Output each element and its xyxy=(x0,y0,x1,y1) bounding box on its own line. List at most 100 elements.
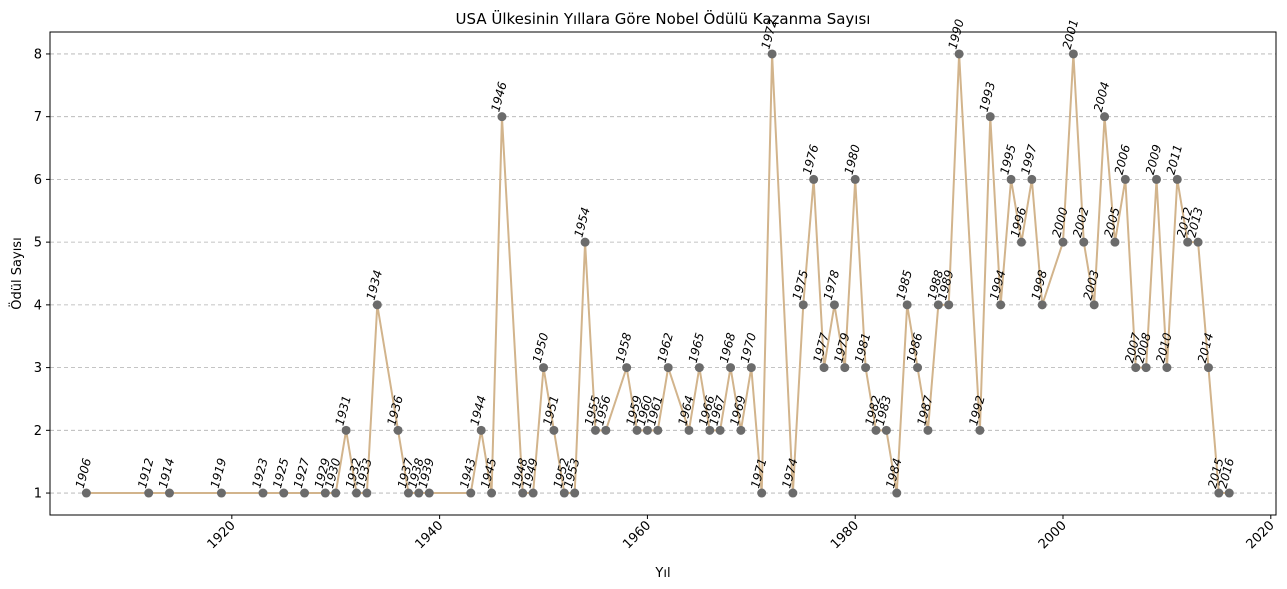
data-point-1925 xyxy=(279,488,289,498)
y-tick-label-8: 8 xyxy=(34,47,42,62)
data-point-1993 xyxy=(985,112,995,122)
data-point-1990 xyxy=(954,49,964,59)
data-point-1995 xyxy=(1006,174,1016,184)
data-point-1962 xyxy=(663,363,673,373)
y-tick-label-7: 7 xyxy=(34,110,42,125)
data-point-1912 xyxy=(144,488,154,498)
y-tick-label-5: 5 xyxy=(34,236,42,251)
data-point-2016 xyxy=(1224,488,1234,498)
data-point-1998 xyxy=(1037,300,1047,310)
data-point-1968 xyxy=(726,363,736,373)
y-tick-label-2: 2 xyxy=(34,424,42,439)
data-point-2009 xyxy=(1152,174,1162,184)
data-point-1944 xyxy=(476,425,486,435)
data-point-1946 xyxy=(497,112,507,122)
data-point-1983 xyxy=(881,425,891,435)
data-point-1961 xyxy=(653,425,663,435)
data-point-1982 xyxy=(871,425,881,435)
data-point-1975 xyxy=(798,300,808,310)
data-point-1959 xyxy=(632,425,642,435)
data-point-2006 xyxy=(1120,174,1130,184)
data-point-1997 xyxy=(1027,174,1037,184)
data-point-1949 xyxy=(528,488,538,498)
data-point-1978 xyxy=(829,300,839,310)
data-point-1980 xyxy=(850,174,860,184)
data-point-1951 xyxy=(549,425,559,435)
data-point-1967 xyxy=(715,425,725,435)
data-point-1972 xyxy=(767,49,777,59)
data-point-2001 xyxy=(1068,49,1078,59)
x-axis-label: Yıl xyxy=(654,566,670,581)
data-point-1977 xyxy=(819,363,829,373)
data-point-1966 xyxy=(705,425,715,435)
data-point-1930 xyxy=(331,488,341,498)
y-axis-label: Ödül Sayısı xyxy=(8,237,25,309)
data-point-2004 xyxy=(1100,112,1110,122)
data-point-1981 xyxy=(861,363,871,373)
data-point-1986 xyxy=(913,363,923,373)
data-point-1923 xyxy=(258,488,268,498)
data-point-2008 xyxy=(1141,363,1151,373)
data-point-1960 xyxy=(642,425,652,435)
data-point-2015 xyxy=(1214,488,1224,498)
data-point-1958 xyxy=(622,363,632,373)
plot-frame xyxy=(49,31,1277,516)
data-point-1988 xyxy=(933,300,943,310)
data-point-1976 xyxy=(809,174,819,184)
data-point-1906 xyxy=(81,488,91,498)
data-point-1932 xyxy=(352,488,361,498)
y-tick-label-1: 1 xyxy=(34,487,42,502)
data-point-2000 xyxy=(1058,237,1068,247)
data-point-1969 xyxy=(736,425,746,435)
y-tick-label-6: 6 xyxy=(34,173,42,188)
data-point-1945 xyxy=(487,488,497,498)
data-point-2012 xyxy=(1183,237,1193,247)
data-point-1965 xyxy=(694,363,704,373)
data-point-2007 xyxy=(1131,363,1141,373)
data-point-1931 xyxy=(341,425,351,435)
data-point-1938 xyxy=(414,488,424,498)
data-point-1984 xyxy=(892,488,902,498)
data-point-1952 xyxy=(559,488,569,498)
data-point-1914 xyxy=(164,488,174,498)
data-point-1996 xyxy=(1016,237,1026,247)
data-point-1937 xyxy=(403,488,413,498)
data-point-1956 xyxy=(601,425,611,435)
chart-title: USA Ülkesinin Yıllara Göre Nobel Ödülü K… xyxy=(456,9,871,28)
data-point-1971 xyxy=(757,488,767,498)
data-point-1939 xyxy=(424,488,434,498)
data-point-1948 xyxy=(518,488,528,498)
data-point-1934 xyxy=(372,300,382,310)
data-point-1927 xyxy=(300,488,310,498)
data-point-1936 xyxy=(393,425,403,435)
data-point-1953 xyxy=(570,488,580,498)
data-point-1974 xyxy=(788,488,798,498)
data-point-1929 xyxy=(320,488,330,498)
data-point-1964 xyxy=(684,425,694,435)
data-point-1954 xyxy=(580,237,590,247)
data-point-1943 xyxy=(466,488,476,498)
data-point-2003 xyxy=(1089,300,1099,310)
y-tick-label-3: 3 xyxy=(34,361,42,376)
data-point-1933 xyxy=(362,488,372,498)
y-tick-label-4: 4 xyxy=(34,298,42,313)
data-point-1919 xyxy=(216,488,226,498)
data-point-2014 xyxy=(1203,363,1213,373)
data-point-1989 xyxy=(944,300,954,310)
marker-layer xyxy=(81,49,1234,498)
data-point-2005 xyxy=(1110,237,1120,247)
data-point-1987 xyxy=(923,425,933,435)
data-point-1985 xyxy=(902,300,912,310)
data-point-1955 xyxy=(590,425,600,435)
data-point-2011 xyxy=(1172,174,1182,184)
data-point-1994 xyxy=(996,300,1006,310)
data-point-2010 xyxy=(1162,363,1172,373)
data-point-2002 xyxy=(1079,237,1089,247)
data-point-1992 xyxy=(975,425,985,435)
data-point-2013 xyxy=(1193,237,1203,247)
data-point-1970 xyxy=(746,363,756,373)
data-point-1979 xyxy=(840,363,850,373)
